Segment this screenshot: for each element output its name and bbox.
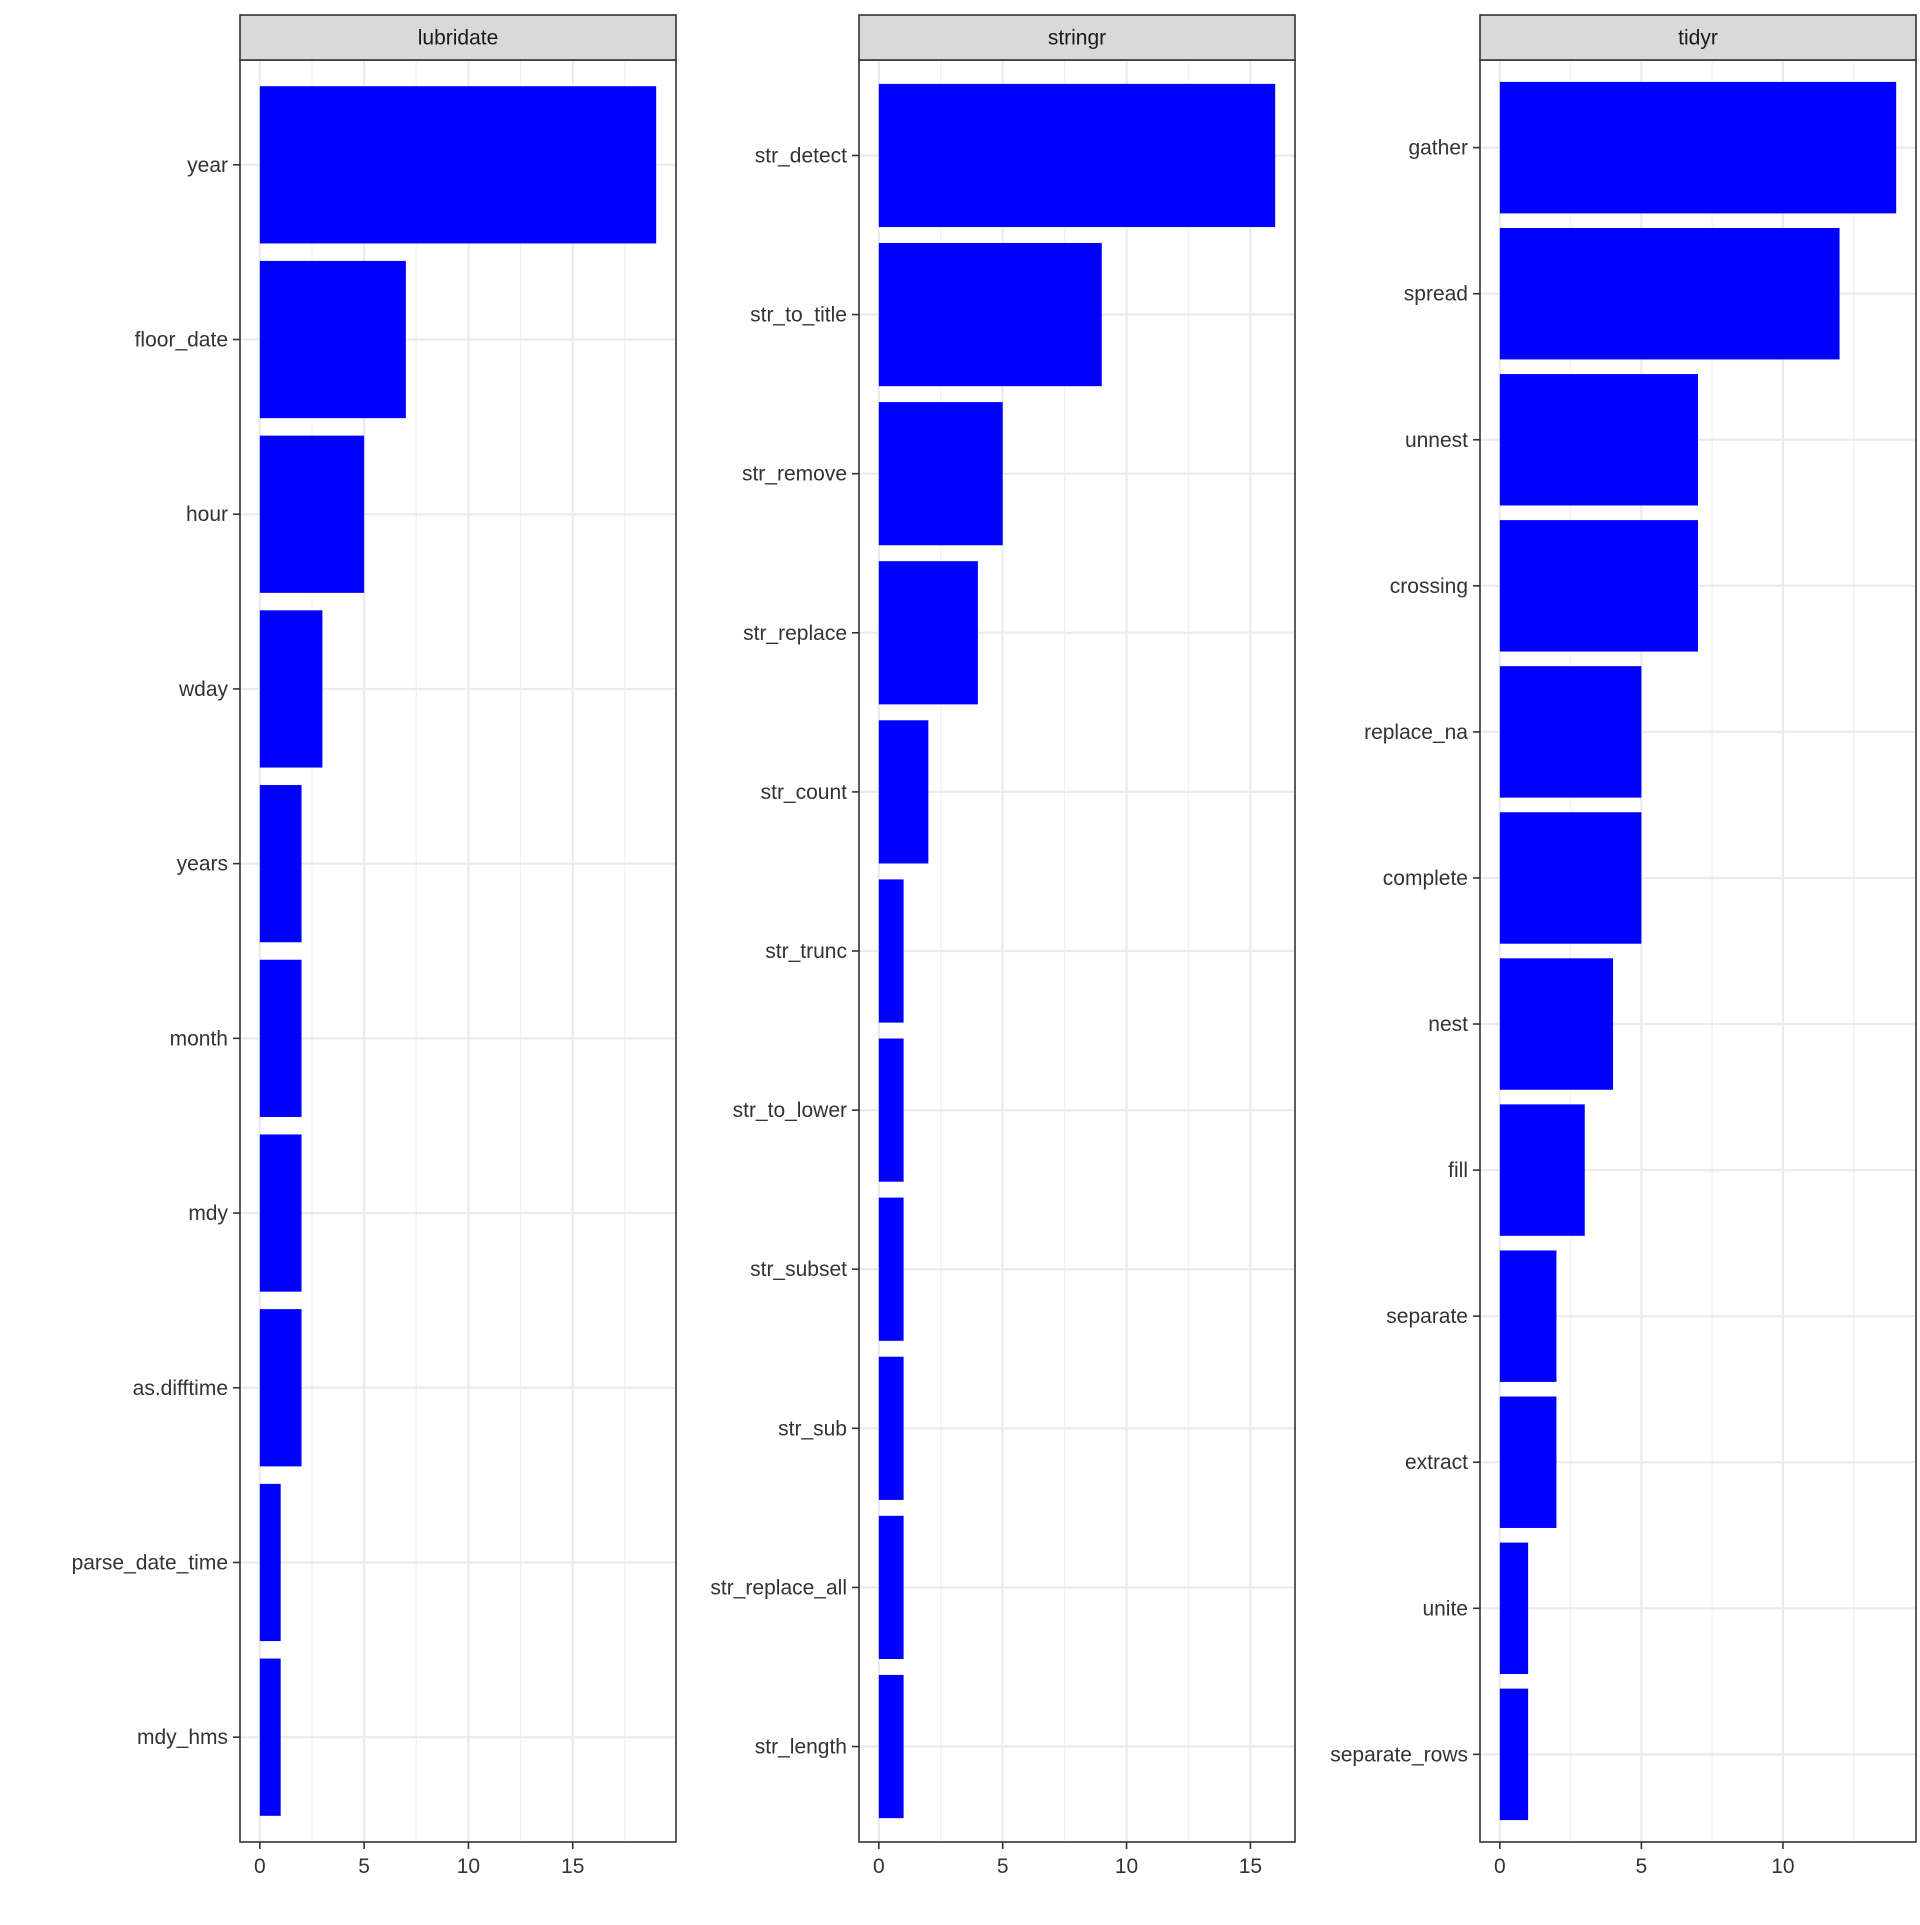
y-tick-label: extract: [1405, 1451, 1468, 1474]
x-tick-label: 10: [457, 1855, 480, 1878]
bar-wday: [259, 610, 323, 768]
facet-strip: [1479, 14, 1917, 61]
bar-str_replace: [878, 561, 978, 705]
bar-str_remove: [878, 402, 1003, 546]
x-tick-label: 5: [1636, 1855, 1648, 1878]
y-tick-label: floor_date: [135, 329, 228, 352]
y-tick-label: mdy_hms: [137, 1726, 228, 1749]
bar-years: [259, 785, 302, 943]
y-tick-label: gather: [1408, 137, 1468, 160]
facet-panel-stringr: stringr str_detect str_to_title str_removes…: [710, 14, 1296, 1878]
x-tick-label: 5: [358, 1855, 370, 1878]
x-tick-label: 15: [1239, 1855, 1262, 1878]
bar-floor_date: [259, 260, 406, 419]
facet-strip-label: lubridate: [418, 27, 499, 50]
y-tick-label: as.difftime: [133, 1377, 228, 1400]
y-tick-label: crossing: [1390, 575, 1468, 598]
bar-year: [259, 86, 657, 244]
y-tick-label: parse_date_time: [72, 1551, 228, 1574]
y-tick-label: nest: [1428, 1013, 1468, 1036]
y-tick-label: mdy: [188, 1202, 228, 1225]
bar-hour: [259, 435, 365, 593]
bar-str_to_lower: [878, 1038, 904, 1182]
y-tick-label: unite: [1422, 1597, 1468, 1620]
y-tick-label: fill: [1448, 1159, 1468, 1182]
y-tick-label: str_replace_all: [710, 1576, 847, 1599]
bar-fill: [1499, 1104, 1585, 1236]
facet-strip-label: stringr: [1048, 27, 1106, 50]
y-tick-label: replace_na: [1364, 721, 1468, 744]
y-tick-label: str_replace: [743, 622, 847, 645]
bar-str_trunc: [878, 879, 904, 1023]
bar-as.difftime: [259, 1309, 302, 1467]
x-tick-label: 10: [1115, 1855, 1138, 1878]
bar-replace_na: [1499, 666, 1642, 798]
bar-gather: [1499, 81, 1897, 214]
bar-str_subset: [878, 1197, 904, 1341]
y-tick-label: wday: [178, 678, 229, 701]
x-tick-label: 10: [1771, 1855, 1794, 1878]
bar-str_sub: [878, 1356, 904, 1500]
bar-str_replace_all: [878, 1515, 904, 1660]
y-tick-label: str_to_lower: [733, 1099, 847, 1122]
bar-spread: [1499, 227, 1840, 360]
bar-str_to_title: [878, 242, 1102, 387]
bar-str_length: [878, 1674, 904, 1819]
y-tick-label: str_to_title: [750, 304, 847, 327]
bar-parse_date_time: [259, 1483, 281, 1642]
bar-complete: [1499, 812, 1642, 944]
facet-strip: [239, 14, 677, 61]
bar-mdy_hms: [259, 1658, 281, 1816]
bar-unnest: [1499, 374, 1698, 506]
bar-separate_rows: [1499, 1688, 1529, 1821]
y-tick-label: month: [170, 1027, 228, 1050]
facet-strip: [858, 14, 1296, 61]
y-tick-label: year: [187, 154, 228, 177]
y-tick-label: complete: [1383, 867, 1468, 890]
bar-str_count: [878, 720, 929, 864]
x-tick-label: 5: [997, 1855, 1009, 1878]
y-tick-label: hour: [186, 503, 228, 526]
bar-month: [259, 959, 302, 1117]
y-tick-label: str_remove: [742, 463, 847, 486]
bar-str_detect: [878, 83, 1276, 228]
y-tick-label: str_subset: [750, 1258, 847, 1281]
y-tick-label: str_trunc: [765, 940, 847, 963]
bar-unite: [1499, 1542, 1529, 1675]
y-tick-label: unnest: [1405, 429, 1468, 452]
y-tick-label: str_count: [761, 781, 848, 804]
bar-crossing: [1499, 520, 1698, 652]
facet-panel-tidyr: tidyr gather spread unnest crossing replace_n…: [1330, 14, 1917, 1878]
bar-mdy: [259, 1134, 302, 1292]
y-tick-label: years: [177, 853, 228, 876]
bar-nest: [1499, 958, 1614, 1090]
y-tick-label: str_sub: [778, 1417, 847, 1440]
y-tick-label: separate: [1386, 1305, 1468, 1328]
bar-extract: [1499, 1396, 1557, 1528]
facet-strip-label: tidyr: [1678, 27, 1718, 50]
x-tick-label: 0: [1494, 1855, 1506, 1878]
y-tick-label: str_length: [755, 1736, 847, 1759]
x-tick-label: 0: [873, 1855, 885, 1878]
x-tick-label: 0: [254, 1855, 266, 1878]
y-tick-label: spread: [1404, 283, 1468, 306]
y-tick-label: separate_rows: [1330, 1743, 1468, 1766]
x-tick-label: 15: [561, 1855, 584, 1878]
bar-separate: [1499, 1250, 1557, 1382]
y-tick-label: str_detect: [755, 144, 847, 167]
